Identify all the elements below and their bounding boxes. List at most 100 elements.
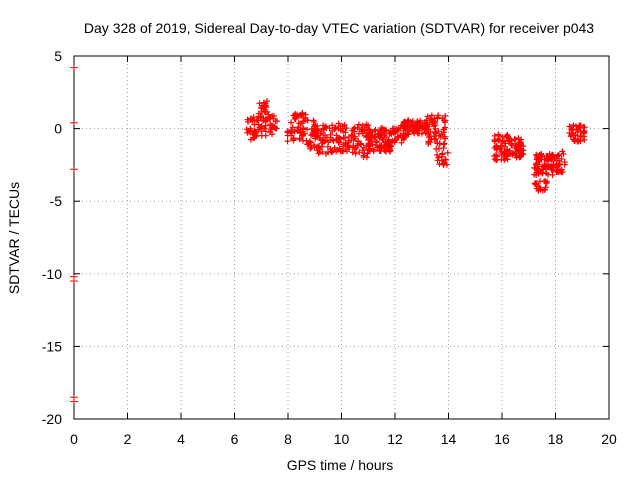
y-tick-label: -5 (50, 193, 63, 209)
data-point (297, 112, 304, 119)
data-point (494, 153, 501, 160)
data-point (509, 151, 516, 158)
data-point (431, 118, 438, 125)
data-point (295, 120, 302, 127)
data-point (335, 139, 342, 146)
data-point (561, 161, 568, 168)
data-point (288, 119, 295, 126)
data-point (442, 135, 449, 142)
data-point (533, 185, 540, 192)
data-point (262, 128, 269, 135)
data-point (350, 143, 357, 150)
data-point (262, 100, 269, 107)
data-point (315, 144, 322, 151)
data-point (312, 123, 319, 130)
data-point (333, 132, 340, 139)
y-axis-label: SDTVAR / TECUs (6, 182, 22, 294)
data-point (402, 123, 409, 130)
data-point (407, 123, 414, 130)
data-point (541, 186, 548, 193)
data-point (255, 121, 262, 128)
data-point (340, 143, 347, 150)
data-point (355, 121, 362, 128)
data-point (441, 117, 448, 124)
data-point (441, 140, 448, 147)
data-point (577, 122, 584, 129)
data-point (343, 125, 350, 132)
data-point (387, 142, 394, 149)
data-point (404, 118, 411, 125)
data-point (372, 142, 379, 149)
data-point (516, 154, 523, 161)
data-point (535, 161, 542, 168)
data-point (254, 116, 261, 123)
data-point (315, 150, 322, 157)
data-point (558, 169, 565, 176)
data-point (581, 136, 588, 143)
x-axis-ticks: 0 2 4 6 8 10 12 14 16 18 20 (70, 56, 617, 447)
data-point (436, 132, 443, 139)
data-point (502, 149, 509, 156)
x-tick-label: 8 (284, 431, 292, 447)
data-point (360, 152, 367, 159)
data-point (398, 139, 405, 146)
data-point (440, 160, 447, 167)
data-point (433, 146, 440, 153)
data-point (329, 147, 336, 154)
data-point (342, 129, 349, 136)
data-point (310, 117, 317, 124)
data-point (369, 141, 376, 148)
x-tick-label: 6 (231, 431, 239, 447)
data-point (435, 154, 442, 161)
data-point (443, 161, 450, 168)
data-point (267, 121, 274, 128)
data-point (261, 125, 268, 132)
y-tick-label: -20 (42, 411, 62, 427)
data-point (270, 113, 277, 120)
data-point (376, 147, 383, 154)
data-point (346, 144, 353, 151)
data-point (350, 125, 357, 132)
y-axis-ticks: 5 0 -5 -10 -15 -20 (42, 48, 609, 427)
data-point (273, 125, 280, 132)
data-point (382, 148, 389, 155)
data-point (537, 169, 544, 176)
data-points (70, 65, 588, 404)
data-point (495, 132, 502, 139)
data-point (548, 151, 555, 158)
data-point (498, 149, 505, 156)
data-point (434, 140, 441, 147)
data-point (372, 126, 379, 133)
data-point (70, 167, 78, 172)
grid-lines (74, 56, 609, 419)
data-point (390, 130, 397, 137)
data-point (331, 144, 338, 151)
x-tick-label: 18 (548, 431, 564, 447)
y-tick-label: 0 (54, 121, 62, 137)
data-point (373, 138, 380, 145)
data-point (554, 152, 561, 159)
y-tick-label: -15 (42, 338, 62, 354)
data-point (319, 137, 326, 144)
data-point (320, 122, 327, 129)
data-point (381, 126, 388, 133)
data-point (70, 279, 78, 284)
data-point (250, 114, 257, 121)
data-point (533, 180, 540, 187)
data-point (554, 157, 561, 164)
data-point (502, 155, 509, 162)
data-point (307, 139, 314, 146)
data-point (431, 136, 438, 143)
data-point (555, 151, 562, 158)
data-point (294, 127, 301, 134)
data-point (247, 127, 254, 134)
data-point (434, 114, 441, 121)
data-point (517, 139, 524, 146)
data-point (288, 129, 295, 136)
data-point (259, 108, 266, 115)
data-point (573, 123, 580, 130)
data-point (550, 161, 557, 168)
data-point (265, 111, 272, 118)
data-point (426, 132, 433, 139)
data-point (335, 125, 342, 132)
